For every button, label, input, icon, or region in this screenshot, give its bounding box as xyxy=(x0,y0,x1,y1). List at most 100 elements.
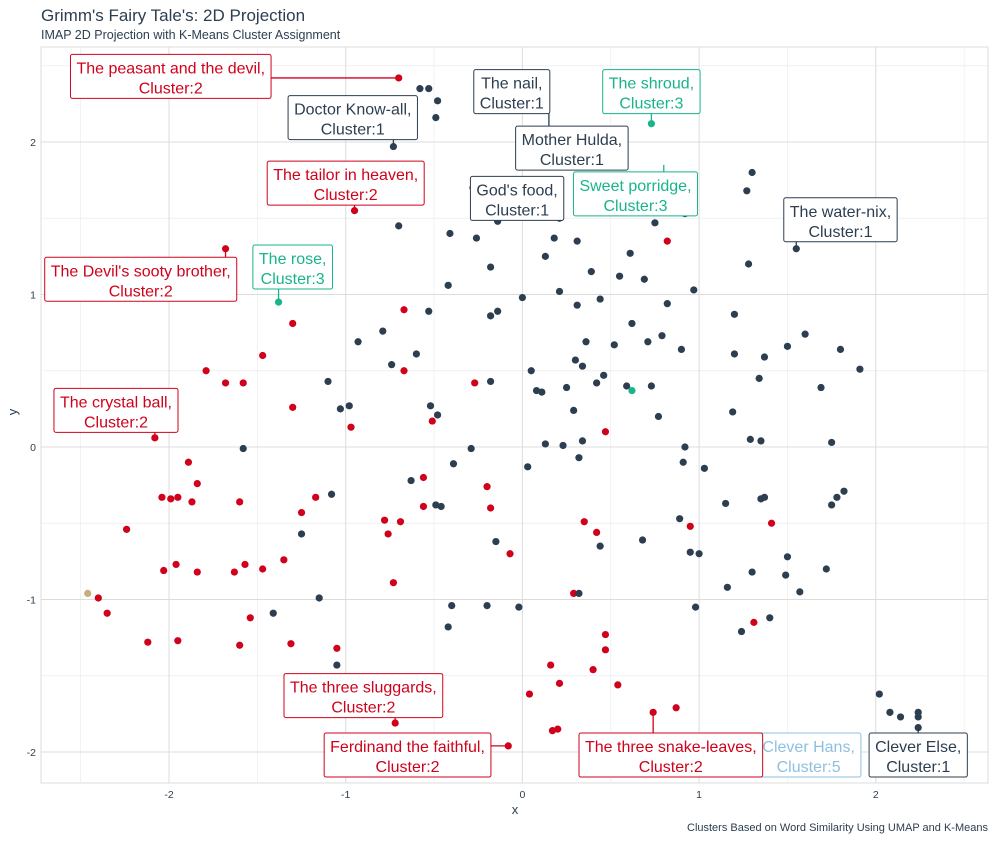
data-point xyxy=(494,307,502,315)
data-point xyxy=(575,589,583,598)
data-point xyxy=(94,594,102,602)
data-point xyxy=(729,408,737,416)
annotation-label: Sweet porridge, Cluster:3 xyxy=(572,171,699,217)
data-point xyxy=(345,402,353,410)
data-point xyxy=(856,365,864,373)
y-tick-label: -1 xyxy=(27,595,36,607)
data-point xyxy=(426,402,435,410)
annotation-cluster: Cluster:2 xyxy=(331,700,395,717)
annotation-cluster: Cluster:3 xyxy=(603,198,667,215)
data-point xyxy=(336,405,344,413)
x-tick-label: 0 xyxy=(519,789,525,801)
data-point xyxy=(432,114,440,122)
data-point xyxy=(239,444,247,453)
annotation-label: The Devil's sooty brother, Cluster:2 xyxy=(44,256,238,302)
data-point xyxy=(174,493,182,501)
data-point xyxy=(833,493,841,501)
data-point xyxy=(615,272,624,280)
y-tick-label: -2 xyxy=(27,747,36,759)
data-point xyxy=(158,493,166,501)
chart-caption: Clusters Based on Word Similarity Using … xyxy=(687,822,988,834)
annotation-label: Ferdinand the faithful, Cluster:2 xyxy=(323,732,492,778)
data-point xyxy=(817,383,825,392)
data-point xyxy=(700,464,709,472)
data-point xyxy=(333,644,341,652)
data-point xyxy=(626,249,634,257)
data-point xyxy=(541,252,549,260)
annotation-label: Clever Else, Cluster:1 xyxy=(868,732,968,778)
data-point xyxy=(525,690,534,698)
data-point xyxy=(782,571,790,579)
data-point xyxy=(600,371,608,379)
data-point xyxy=(828,438,836,447)
data-point xyxy=(644,338,652,346)
annotation-cluster: Cluster:1 xyxy=(886,759,950,776)
data-point xyxy=(515,603,523,611)
data-point xyxy=(486,263,495,271)
data-point xyxy=(767,519,776,527)
data-point xyxy=(315,594,323,602)
annotation-title: The peasant and the devil, xyxy=(76,60,265,77)
annotation-label: Clever Hans, Cluster:5 xyxy=(755,732,862,778)
annotation-box xyxy=(473,69,551,115)
data-point xyxy=(614,681,622,689)
data-point xyxy=(174,637,182,645)
data-point xyxy=(492,537,500,546)
annotation-title: Clever Else, xyxy=(875,739,961,756)
data-point xyxy=(327,490,336,498)
annotation-label: God's food, Cluster:1 xyxy=(469,175,565,221)
data-point xyxy=(446,229,454,238)
data-point xyxy=(483,483,491,491)
data-point xyxy=(886,708,894,716)
annotation-title: Doctor Know-all, xyxy=(294,102,411,119)
x-axis-label: x xyxy=(512,802,519,817)
data-point xyxy=(236,498,244,506)
annotation-label: The shroud, Cluster:3 xyxy=(602,69,701,115)
annotation-cluster: Cluster:1 xyxy=(540,152,604,169)
data-point xyxy=(686,548,694,556)
data-point xyxy=(748,168,756,177)
data-point xyxy=(601,646,610,654)
data-point xyxy=(554,725,562,733)
data-point xyxy=(730,310,739,318)
data-point xyxy=(578,437,587,445)
data-point xyxy=(428,417,436,425)
annotation-label: The three snake-leaves, Cluster:2 xyxy=(578,732,764,778)
data-point xyxy=(433,411,442,419)
data-point xyxy=(239,379,247,387)
data-point xyxy=(297,508,306,517)
annotation-title: Sweet porridge, xyxy=(579,178,691,195)
annotation-box xyxy=(252,244,333,290)
data-point xyxy=(486,504,495,512)
data-point xyxy=(722,499,730,508)
data-point xyxy=(160,566,168,575)
y-tick-label: 0 xyxy=(30,442,36,454)
data-point xyxy=(628,386,636,395)
annotation-title: The Devil's sooty brother, xyxy=(51,263,231,280)
data-point xyxy=(593,379,601,387)
data-point xyxy=(570,589,578,598)
data-point xyxy=(333,661,341,669)
data-point xyxy=(289,319,297,328)
annotation-cluster: Cluster:2 xyxy=(639,759,703,776)
data-point xyxy=(651,219,659,227)
data-point xyxy=(672,704,680,712)
data-point xyxy=(580,518,588,526)
data-point xyxy=(875,690,883,698)
data-point xyxy=(676,515,684,523)
annotation-box xyxy=(283,673,444,719)
data-point xyxy=(471,379,479,387)
annotation-label: The crystal ball, Cluster:2 xyxy=(53,387,179,433)
data-point xyxy=(840,487,848,495)
x-tick-label: 2 xyxy=(873,789,879,801)
data-point xyxy=(259,565,267,573)
data-point xyxy=(766,614,774,622)
data-point xyxy=(783,553,792,561)
data-point xyxy=(379,327,387,335)
data-point xyxy=(755,374,763,382)
data-point xyxy=(444,623,452,631)
data-point xyxy=(914,713,922,721)
data-point xyxy=(822,565,830,573)
annotation-label: The peasant and the devil, Cluster:2 xyxy=(69,53,272,99)
